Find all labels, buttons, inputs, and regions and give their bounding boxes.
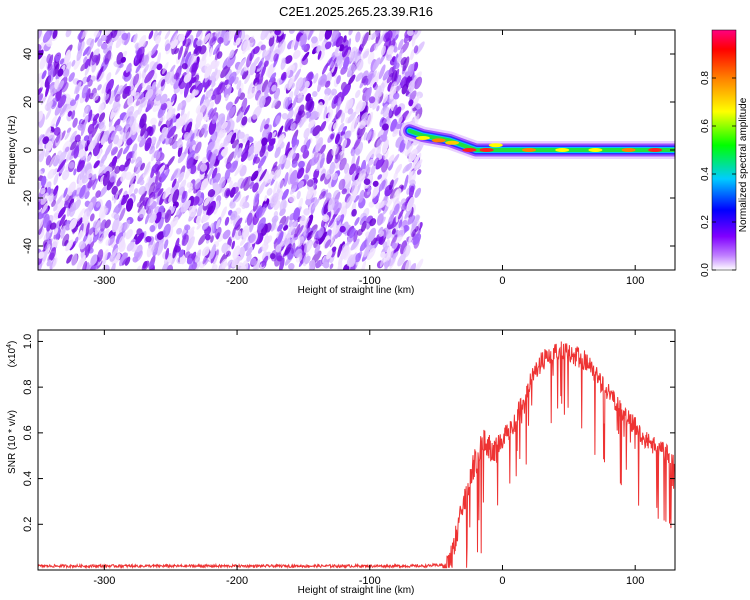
spectrogram-signal-track [400,121,675,159]
colorbar-tick-label: 0.2 [700,215,711,229]
colorbar-label: Normalized spectral amplitude [738,97,749,232]
snr-frame [37,329,676,571]
y-tick-label: 0.2 [22,517,34,532]
y-tick-label: 0 [22,147,34,153]
x-tick-label: 0 [499,575,505,587]
snr-panel: -300 -200 -100 0 100 0.2 0.4 0.6 0.8 1.0 Height o… [6,329,676,596]
colorbar-gradient [711,29,737,271]
spectrogram-xlabel: Height of straight line (km) [298,285,415,296]
snr-exponent-base: (x10 [7,347,18,367]
colorbar-tick-label: 0.6 [700,119,711,133]
x-tick-label: -300 [93,575,115,587]
snr-ylabel: SNR (10 * v/v) [7,410,18,474]
y-tick-label: 40 [22,48,34,60]
snr-line [38,341,675,570]
x-tick-label: -200 [226,575,248,587]
snr-xlabel: Height of straight line (km) [298,585,415,596]
x-tick-label: -200 [226,275,248,287]
x-tick-label: -100 [359,575,381,587]
spectrogram-noise [38,30,425,270]
y-tick-label: 1.0 [22,334,34,349]
snr-exponent: (x104) [6,341,18,368]
colorbar-tick-label: 0.0 [700,263,711,277]
figure-title: C2E1.2025.265.23.39.R16 [279,4,433,19]
x-tick-label: -300 [93,275,115,287]
colorbar: 0.0 0.2 0.4 0.6 0.8 Normalized spectral ampl… [700,29,749,277]
x-tick-label: -100 [359,275,381,287]
y-tick-label: 0.8 [22,379,34,394]
x-tick-label: 100 [626,275,644,287]
colorbar-tick-label: 0.4 [700,167,711,181]
y-tick-label: -20 [22,190,34,206]
x-tick-label: 100 [626,575,644,587]
y-tick-label: 0.6 [22,425,34,440]
y-tick-label: 0.4 [22,471,34,486]
x-tick-label: 0 [499,275,505,287]
colorbar-tick-label: 0.8 [700,71,711,85]
snr-exponent-close: ) [7,341,18,344]
y-tick-label: 20 [22,96,34,108]
y-tick-label: -40 [22,238,34,254]
spectrogram-ylabel: Frequency (Hz) [7,116,18,185]
snr-exponent-power: 4 [6,344,13,348]
svg-text:(x104): (x104) [6,341,18,368]
